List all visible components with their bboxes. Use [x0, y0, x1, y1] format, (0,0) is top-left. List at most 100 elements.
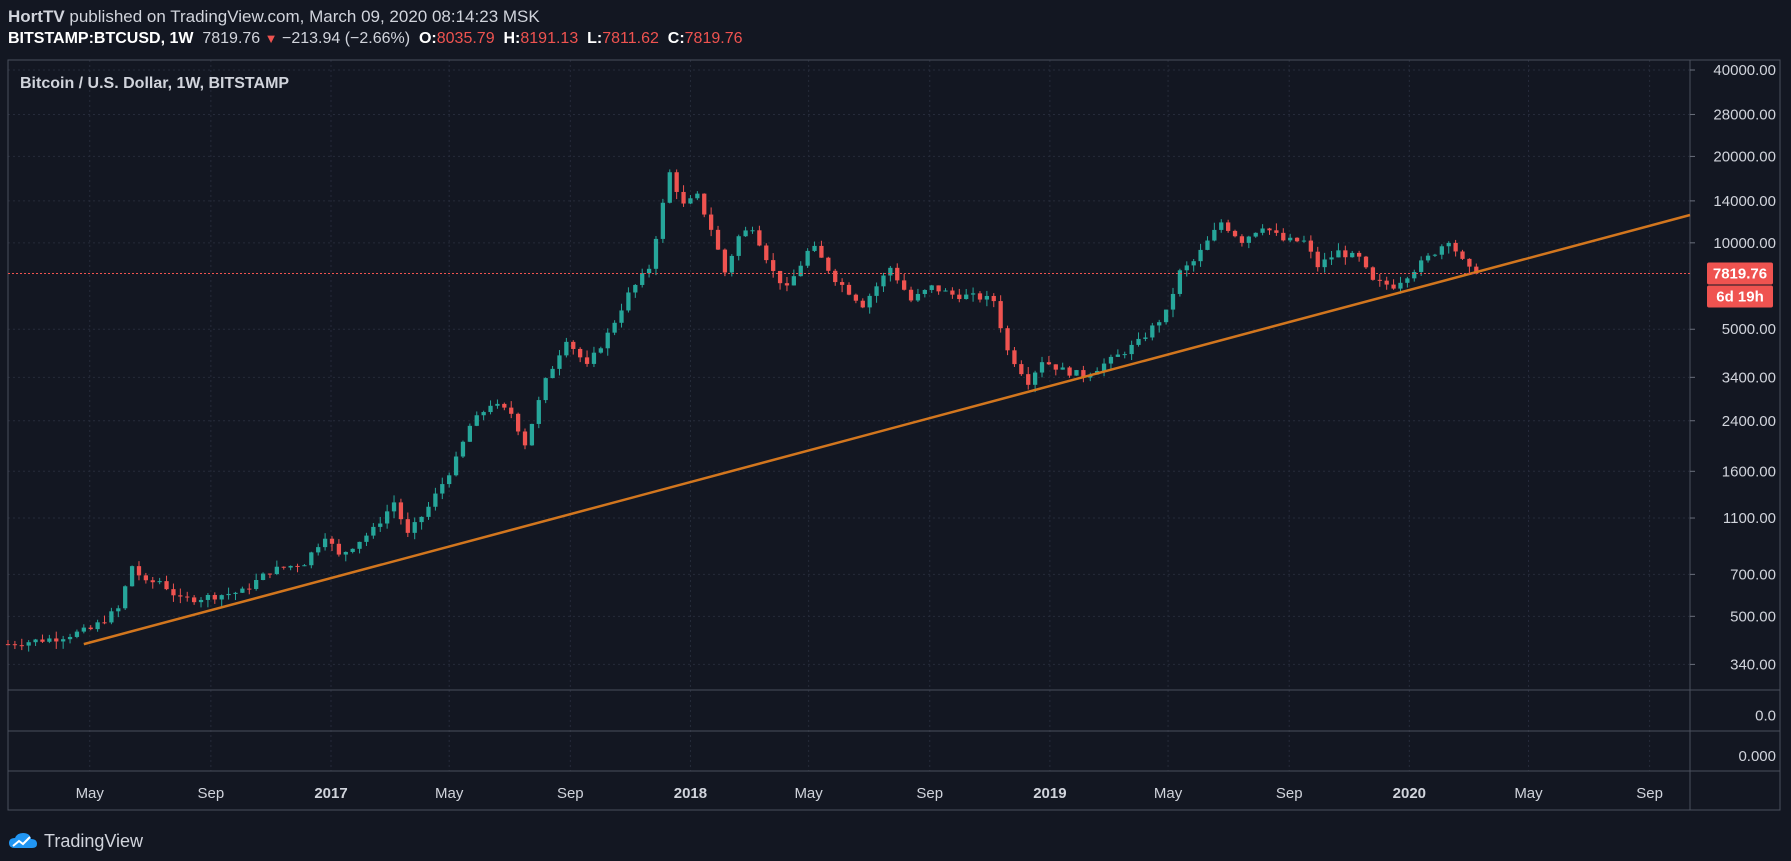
candle: [1032, 370, 1038, 393]
candle: [447, 472, 452, 488]
candle-body: [1184, 265, 1189, 271]
candle: [957, 288, 962, 303]
candle: [129, 565, 135, 587]
candle-body: [702, 193, 707, 215]
candle: [226, 587, 231, 600]
candle: [943, 288, 948, 292]
candle: [1239, 234, 1245, 247]
candle: [440, 477, 445, 500]
candle: [295, 563, 300, 573]
candle: [1336, 243, 1341, 258]
candle-body: [405, 519, 410, 533]
candle: [26, 640, 31, 652]
candle-body: [398, 502, 404, 520]
candle-body: [1363, 256, 1369, 268]
candle: [67, 633, 73, 644]
candle: [1467, 258, 1472, 273]
candle: [1184, 261, 1189, 277]
candle: [1356, 250, 1362, 262]
candle: [1363, 255, 1369, 269]
candle: [329, 536, 335, 551]
y-tick-label: 10000.00: [1713, 235, 1776, 252]
candle-body: [633, 284, 638, 293]
tradingview-logo[interactable]: TradingView: [8, 829, 143, 853]
candle-body: [233, 592, 238, 594]
candle-body: [653, 238, 659, 269]
x-tick-label: 2018: [674, 785, 707, 802]
candle-body: [19, 645, 24, 647]
candle-body: [1170, 293, 1176, 310]
candle: [550, 366, 555, 379]
x-tick-label: May: [435, 785, 464, 802]
candle: [846, 282, 852, 296]
candle-body: [1384, 280, 1389, 285]
candle: [502, 402, 507, 411]
candle-body: [1336, 250, 1341, 258]
close-value: 7819.76: [684, 30, 743, 47]
x-tick-label: 2017: [314, 785, 347, 802]
candle-body: [26, 642, 31, 646]
candle: [191, 595, 197, 605]
candle: [1281, 228, 1286, 242]
candle: [908, 286, 914, 303]
candle: [578, 347, 583, 363]
candle-body: [1226, 222, 1231, 231]
y-tick-label: 3400.00: [1722, 369, 1776, 386]
candle: [736, 234, 741, 261]
candle: [1301, 235, 1307, 243]
candle: [1453, 239, 1458, 257]
candle-body: [612, 322, 617, 333]
open-value: 8035.79: [436, 30, 495, 47]
candle-body: [557, 355, 562, 369]
candle-body: [543, 378, 548, 401]
candle-body: [350, 548, 355, 552]
candle: [274, 560, 279, 576]
candle-body: [1074, 370, 1079, 376]
candle-body: [1081, 370, 1086, 378]
candle-body: [136, 566, 142, 576]
candle: [543, 377, 548, 404]
candle-body: [598, 348, 603, 353]
candle: [1157, 319, 1162, 333]
candle-body: [419, 516, 424, 523]
candle: [74, 629, 80, 639]
candle-body: [74, 631, 80, 637]
candle: [509, 401, 514, 419]
candle-body: [1198, 249, 1203, 262]
candle: [391, 495, 397, 519]
candle-body: [584, 357, 590, 364]
candle-body: [336, 543, 342, 555]
trendline[interactable]: [83, 213, 1691, 646]
symbol-label[interactable]: BITSTAMP:BTCUSD, 1W: [8, 30, 194, 47]
candle-body: [833, 270, 838, 283]
x-tick-label: May: [1154, 785, 1183, 802]
price-axis[interactable]: 40000.00 28000.00 20000.00 14000.00 10000.00…: [1690, 62, 1776, 673]
candle: [1288, 233, 1293, 243]
author-name[interactable]: HortTV: [8, 7, 65, 26]
time-axis[interactable]: May Sep 2017 May Sep 2018 May Sep 2019 May Sep 2020…: [76, 785, 1663, 802]
candle-body: [550, 368, 555, 379]
open-label: O:: [418, 30, 437, 47]
candle: [109, 607, 114, 625]
candle: [12, 640, 18, 650]
candle: [33, 638, 38, 646]
candle: [791, 269, 796, 286]
candle-body: [488, 405, 493, 413]
candle-body: [771, 260, 776, 271]
candle-body: [274, 566, 279, 575]
candle-body: [1467, 258, 1472, 267]
candle: [1122, 351, 1127, 359]
candle-body: [1350, 252, 1355, 258]
candle-body: [1122, 354, 1127, 356]
candle-body: [1012, 350, 1017, 365]
candle: [1067, 366, 1072, 378]
candle-body: [853, 294, 859, 301]
candle: [40, 634, 45, 643]
candle-body: [343, 551, 348, 555]
candle: [1384, 276, 1389, 290]
price-change: −213.94 (−2.66%): [281, 30, 411, 47]
countdown-badge-text: 6d 19h: [1716, 288, 1764, 305]
candle: [640, 268, 645, 288]
candle-body: [757, 230, 762, 246]
